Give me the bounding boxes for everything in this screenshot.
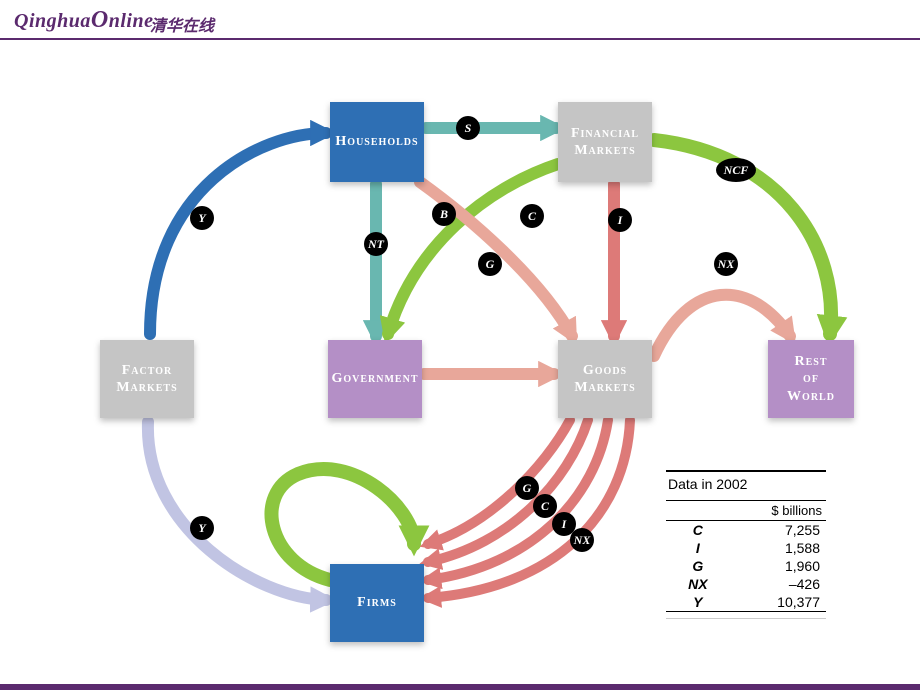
node-rest: RestofWorld: [768, 340, 854, 418]
edge-B: [388, 164, 558, 334]
table-row: G1,960: [666, 557, 826, 575]
edge-label-Y3: Y: [190, 516, 214, 540]
brand-logo: QinghuaOnline: [14, 7, 153, 34]
edge-label-GM2: C: [533, 494, 557, 518]
bottom-bar: [0, 684, 920, 690]
edge-label-NCF: NCF: [716, 158, 756, 182]
top-bar: QinghuaOnline 清华在线: [0, 0, 920, 40]
edge-label-GM1: G: [515, 476, 539, 500]
node-goods: GoodsMarkets: [558, 340, 652, 418]
edge-label-S: S: [456, 116, 480, 140]
table-row: NX–426: [666, 575, 826, 593]
edge-label-Y1: Y: [190, 206, 214, 230]
brand-cn: 清华在线: [150, 12, 214, 36]
table-header: $ billions: [666, 500, 826, 521]
edge-label-B: B: [432, 202, 456, 226]
node-households: Households: [330, 102, 424, 182]
edge-label-NT: NT: [364, 232, 388, 256]
diagram-stage: Households FinancialMarkets FactorMarkets G…: [0, 38, 920, 684]
brand-accent: O: [91, 7, 109, 33]
edge-label-GM4: NX: [570, 528, 594, 552]
brand-latin-2: nline: [109, 10, 154, 32]
node-factor: FactorMarkets: [100, 340, 194, 418]
table-row: C7,255: [666, 521, 826, 539]
brand-latin-1: Qinghua: [14, 10, 91, 32]
edge-label-G: G: [478, 252, 502, 276]
table-title: Data in 2002: [666, 470, 826, 500]
node-government: Government: [328, 340, 422, 418]
data-table: Data in 2002 $ billions C7,255I1,588G1,9…: [666, 470, 826, 619]
edge-label-I: I: [608, 208, 632, 232]
node-financial: FinancialMarkets: [558, 102, 652, 182]
edge-label-C: C: [520, 204, 544, 228]
edge-label-NX: NX: [714, 252, 738, 276]
edge-Y1: [150, 133, 326, 334]
table-row: Y10,377: [666, 593, 826, 612]
table-row: I1,588: [666, 539, 826, 557]
node-firms: Firms: [330, 564, 424, 642]
